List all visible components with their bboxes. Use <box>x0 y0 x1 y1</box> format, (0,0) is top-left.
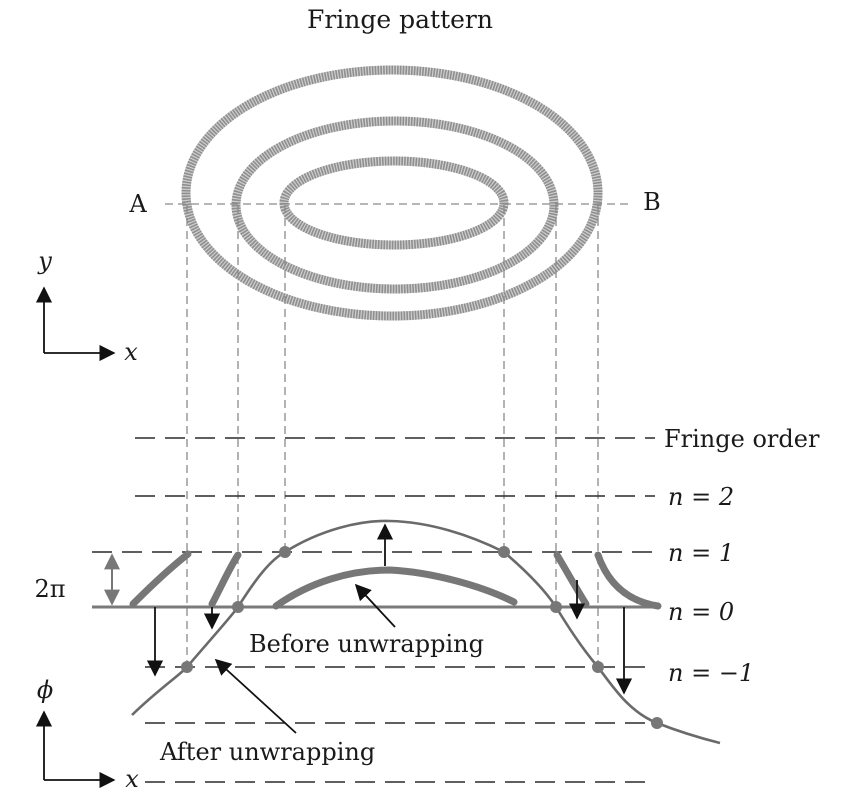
after-unwrapping-label: After unwrapping <box>159 738 375 766</box>
level-n2: n = 2 <box>668 483 734 511</box>
fringe-order-header: Fringe order <box>664 425 820 453</box>
after-pointer <box>214 658 297 734</box>
point-b-label: B <box>643 188 661 216</box>
fringe-ring-inner-texture <box>279 156 509 250</box>
period-label: 2π <box>34 575 65 603</box>
wrapped-phase <box>129 550 662 610</box>
fringe-rings <box>181 65 603 321</box>
point-a-label: A <box>128 190 147 218</box>
diagram-title: Fringe pattern <box>307 5 493 34</box>
before-label-bg <box>248 628 484 658</box>
fringe-ring-middle-texture <box>231 116 559 294</box>
level-n-minus1: n = −1 <box>668 659 754 687</box>
before-pointer <box>354 583 396 628</box>
top-y-axis-label: y <box>37 247 52 275</box>
bottom-x-axis-label: x <box>125 765 139 793</box>
projection-guides <box>186 205 599 667</box>
fringe-order-lines <box>92 437 655 783</box>
bottom-axes: ϕ x <box>35 676 139 793</box>
top-axes: y x <box>35 247 138 366</box>
period-indicator: 2π <box>34 553 120 606</box>
level-n0: n = 0 <box>668 598 734 626</box>
bottom-y-axis-label: ϕ <box>37 676 53 704</box>
top-x-axis-label: x <box>124 338 138 366</box>
unwrapped-curve <box>131 519 721 745</box>
shift-arrows <box>146 523 633 695</box>
level-n1: n = 1 <box>668 539 734 567</box>
before-unwrapping-label: Before unwrapping <box>249 630 484 658</box>
fringe-ring-outer-texture <box>181 65 603 321</box>
curve-points <box>181 546 663 729</box>
